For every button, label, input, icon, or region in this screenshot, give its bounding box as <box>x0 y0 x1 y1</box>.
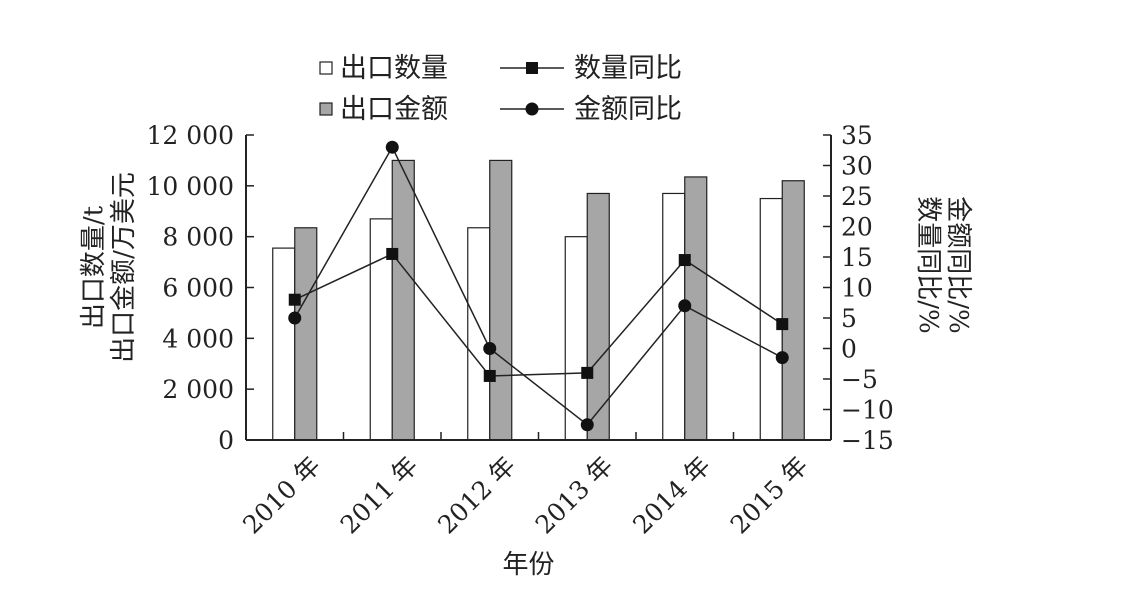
point-quantity-yoy-5 <box>776 318 789 331</box>
y2-tick-label-4: 5 <box>841 304 857 333</box>
y-tick-label-6: 12 000 <box>147 121 234 150</box>
y-tick-label-0: 0 <box>218 426 234 455</box>
line-quantity-yoy <box>294 253 783 377</box>
y2-tick-label-3: 0 <box>841 335 857 364</box>
bar-quantity-4 <box>662 192 686 441</box>
y-tick-label-5: 10 000 <box>147 172 234 201</box>
bar-amount-5 <box>781 180 805 441</box>
legend-label-1: 数量同比 <box>574 53 682 84</box>
y2-tick-label-8: 25 <box>841 182 873 211</box>
y2-tick-label-6: 15 <box>841 243 873 272</box>
bar-amount-1 <box>391 159 415 441</box>
point-quantity-yoy-3 <box>581 366 594 379</box>
x-tick-label-1: 2011 年 <box>335 451 424 540</box>
line-amount-yoy <box>294 145 783 426</box>
y-tick-label-1: 2 000 <box>162 375 234 404</box>
y2-tick-label-2: −5 <box>841 365 878 394</box>
y-tick-label-3: 6 000 <box>162 274 234 303</box>
legend-label-0: 出口数量 <box>340 53 448 84</box>
point-quantity-yoy-4 <box>678 254 691 267</box>
point-amount-yoy-1 <box>385 140 399 154</box>
x-tick-label-5: 2015 年 <box>725 451 814 540</box>
legend-label-3: 金额同比 <box>574 94 682 125</box>
y2-axis-title-1: 金额同比/% <box>943 196 973 333</box>
legend-swatch-2 <box>319 102 333 116</box>
y2-tick-label-1: −10 <box>841 396 894 425</box>
legend-marker-3 <box>525 102 539 116</box>
point-amount-yoy-0 <box>288 311 302 325</box>
legend-swatch-0 <box>319 61 333 75</box>
y2-axis-title-0: 数量同比/% <box>913 196 943 333</box>
point-quantity-yoy-0 <box>288 293 301 306</box>
point-amount-yoy-2 <box>483 342 497 355</box>
bar-quantity-0 <box>272 247 296 441</box>
point-amount-yoy-3 <box>580 418 594 432</box>
x-tick-label-0: 2010 年 <box>237 451 326 540</box>
x-tick-label-2: 2012 年 <box>432 451 521 540</box>
y2-tick-label-9: 30 <box>841 152 873 181</box>
bar-quantity-2 <box>467 227 491 441</box>
y2-tick-label-0: −15 <box>841 426 894 455</box>
x-axis-title: 年份 <box>502 550 554 580</box>
point-quantity-yoy-2 <box>483 369 496 382</box>
x-tick-label-3: 2013 年 <box>530 451 619 540</box>
point-amount-yoy-4 <box>678 299 692 313</box>
legend-label-2: 出口金额 <box>340 94 448 125</box>
y-axis-title-0: 出口数量/t <box>79 205 109 329</box>
x-tick-label-4: 2014 年 <box>627 451 716 540</box>
y-axis-title-1: 出口金额/万美元 <box>109 172 139 363</box>
bar-amount-2 <box>489 159 513 441</box>
legend-marker-1 <box>526 62 538 74</box>
y2-tick-label-10: 35 <box>841 121 873 150</box>
bar-amount-0 <box>294 227 318 441</box>
y2-tick-label-7: 20 <box>841 213 873 242</box>
y-tick-label-2: 4 000 <box>162 324 234 353</box>
y2-tick-label-5: 10 <box>841 274 873 303</box>
point-amount-yoy-5 <box>775 351 789 365</box>
point-quantity-yoy-1 <box>386 247 399 260</box>
y-tick-label-4: 8 000 <box>162 223 234 252</box>
